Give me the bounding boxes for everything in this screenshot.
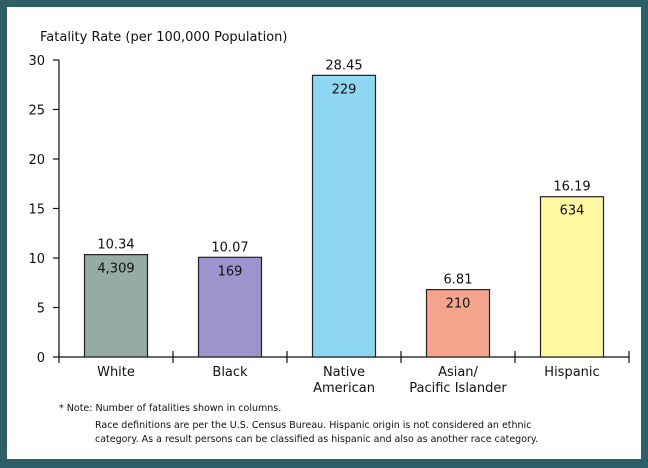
x-category-label: Pacific Islander (409, 381, 507, 396)
x-category-label: Native (323, 365, 365, 380)
bar-count-label: 210 (446, 297, 471, 312)
y-axis-label: Fatality Rate (per 100,000 Population) (40, 30, 287, 45)
bar-count-label: 4,309 (97, 262, 134, 277)
chart-panel: Fatality Rate (per 100,000 Population) 0… (7, 7, 641, 459)
note-line-3: category. As a result persons can be cla… (95, 434, 539, 445)
bar (311, 74, 377, 358)
note-line-2: Race definitions are per the U.S. Census… (95, 420, 532, 431)
bar-value-label: 10.34 (97, 238, 134, 253)
note-line-1: * Note: Number of fatalities shown in co… (59, 403, 282, 414)
bar (539, 196, 605, 358)
bar-chart: Fatality Rate (per 100,000 Population) 0… (28, 30, 630, 396)
y-tick-label: 30 (28, 54, 45, 69)
y-tick-label: 10 (28, 252, 45, 267)
bar-value-label: 10.07 (211, 240, 248, 255)
bar-count-label: 634 (560, 204, 585, 219)
y-tick-label: 5 (37, 302, 45, 317)
bar-value-label: 6.81 (444, 273, 473, 288)
x-category-label: American (313, 381, 375, 396)
y-tick-label: 25 (28, 104, 45, 119)
x-category-label: Asian/ (438, 365, 478, 380)
bar (425, 288, 491, 358)
y-tick-label: 0 (37, 351, 45, 366)
x-category-label: Black (212, 365, 248, 380)
bar (83, 254, 149, 358)
x-category-label: White (97, 365, 135, 380)
y-tick-label: 15 (28, 203, 45, 218)
bar-value-label: 16.19 (553, 180, 590, 195)
bar-value-label: 28.45 (325, 58, 362, 73)
x-category-label: Hispanic (544, 365, 599, 380)
bar-count-label: 229 (332, 82, 357, 97)
y-tick-label: 20 (28, 153, 45, 168)
bar (197, 256, 263, 358)
bar-count-label: 169 (218, 264, 243, 279)
